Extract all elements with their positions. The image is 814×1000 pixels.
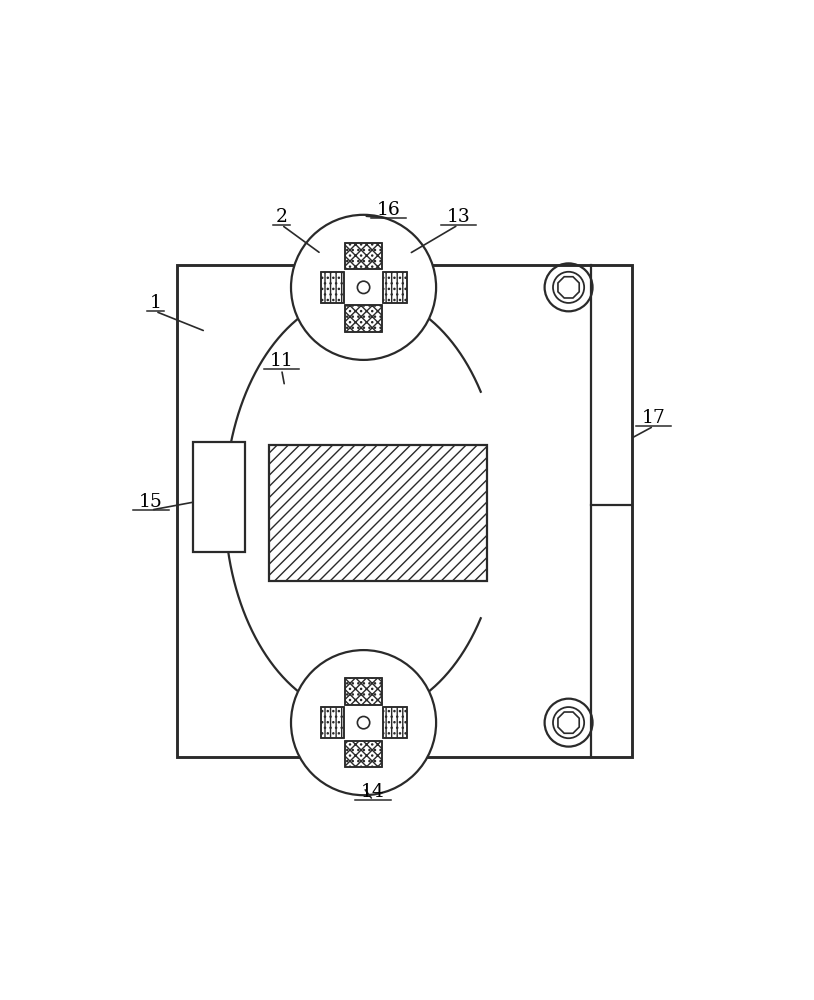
Bar: [383, 272, 406, 303]
Bar: [345, 305, 382, 332]
Circle shape: [291, 650, 436, 795]
Text: 16: 16: [377, 201, 400, 219]
Bar: [321, 272, 344, 303]
Bar: [345, 305, 382, 332]
Text: 11: 11: [269, 352, 293, 370]
Text: 15: 15: [139, 493, 163, 511]
Bar: [177, 265, 632, 757]
Bar: [345, 243, 382, 269]
Bar: [345, 741, 382, 767]
Circle shape: [291, 215, 436, 360]
Bar: [383, 272, 406, 303]
Text: 14: 14: [361, 783, 385, 801]
Bar: [345, 741, 382, 767]
Bar: [193, 442, 245, 552]
Bar: [321, 272, 344, 303]
Bar: [383, 707, 406, 738]
Bar: [269, 445, 487, 581]
Bar: [345, 678, 382, 705]
Text: 1: 1: [150, 294, 161, 312]
Bar: [345, 678, 382, 705]
Text: 13: 13: [446, 208, 470, 226]
Bar: [321, 707, 344, 738]
Text: 17: 17: [641, 409, 666, 427]
Bar: [345, 243, 382, 269]
Text: 2: 2: [276, 208, 287, 226]
Bar: [383, 707, 406, 738]
Bar: [321, 707, 344, 738]
